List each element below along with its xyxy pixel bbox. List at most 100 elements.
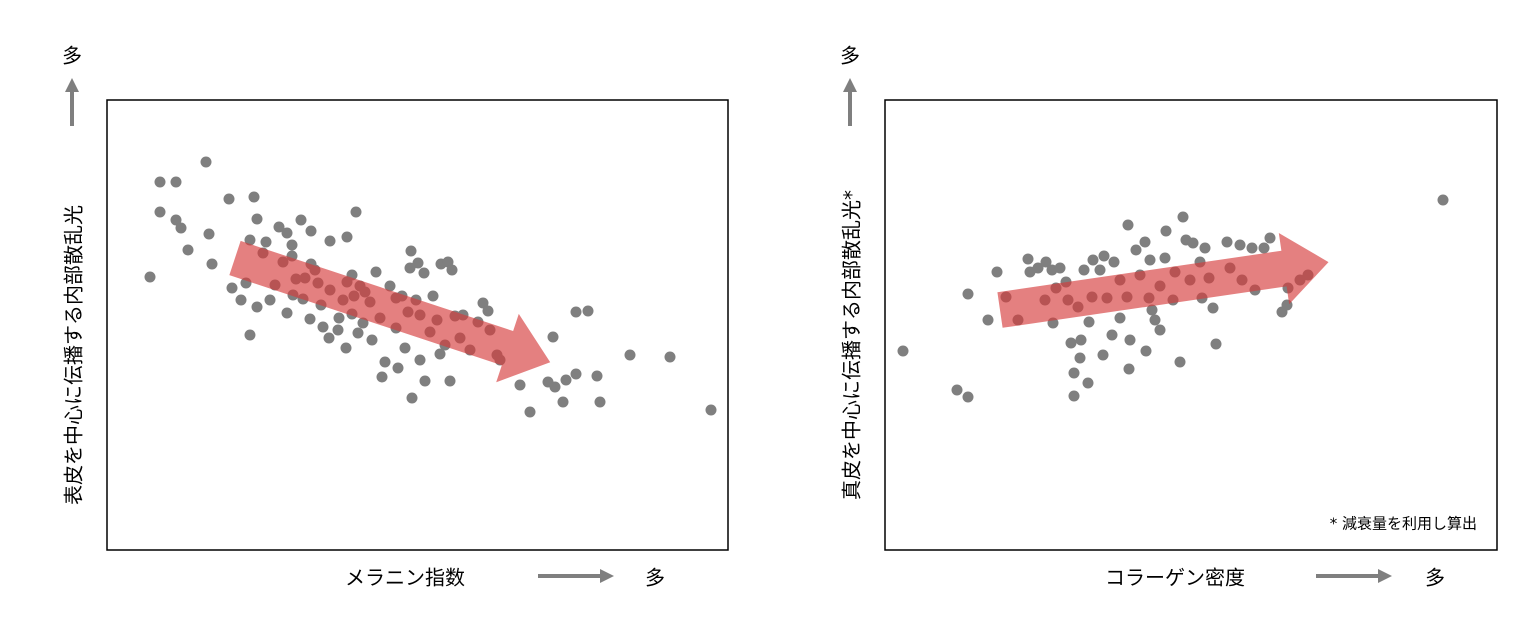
data-point: [1154, 324, 1166, 336]
data-point: [286, 239, 298, 251]
data-point: [1174, 356, 1186, 368]
data-point: [154, 176, 166, 188]
data-point: [1082, 377, 1094, 389]
data-point: [357, 317, 369, 329]
data-point: [1097, 349, 1109, 361]
data-point: [170, 214, 182, 226]
x-more-label: 多: [1425, 566, 1445, 590]
data-point: [392, 362, 404, 374]
data-point: [323, 332, 335, 344]
data-point: [962, 288, 974, 300]
data-point: [1146, 304, 1158, 316]
data-point: [182, 244, 194, 256]
data-point: [1144, 254, 1156, 266]
data-point: [427, 290, 439, 302]
data-point: [951, 384, 963, 396]
data-point: [549, 381, 561, 393]
data-point: [547, 331, 559, 343]
data-point: [248, 191, 260, 203]
data-point: [260, 236, 272, 248]
data-point: [419, 375, 431, 387]
data-point: [317, 321, 329, 333]
data-point: [594, 396, 606, 408]
x-axis-label: コラーゲン密度: [1105, 566, 1245, 590]
data-point: [1160, 225, 1172, 237]
data-point: [1264, 232, 1276, 244]
data-point: [366, 334, 378, 346]
data-point: [1437, 194, 1449, 206]
data-point: [1040, 256, 1052, 268]
y-axis-label: 表皮を中心に伝播する内部散乱光: [62, 205, 86, 505]
data-point: [1022, 253, 1034, 265]
data-point: [897, 345, 909, 357]
data-point: [333, 312, 345, 324]
data-point: [406, 392, 418, 404]
data-point: [1054, 262, 1066, 274]
data-point: [524, 406, 536, 418]
data-point: [434, 348, 446, 360]
data-point: [154, 206, 166, 218]
data-point: [412, 257, 424, 269]
data-point: [350, 206, 362, 218]
data-point: [446, 264, 458, 276]
data-point: [1234, 239, 1246, 251]
data-point: [200, 156, 212, 168]
data-point: [1199, 242, 1211, 254]
data-point: [1130, 244, 1142, 256]
data-point: [235, 294, 247, 306]
data-point: [414, 354, 426, 366]
data-point: [705, 404, 717, 416]
data-point: [1159, 252, 1171, 264]
y-axis-label: 真皮を中心に伝播する内部散乱光*: [840, 190, 864, 500]
data-point: [1207, 302, 1219, 314]
data-point: [399, 342, 411, 354]
data-point: [1114, 312, 1126, 324]
data-point: [1098, 250, 1110, 262]
data-point: [1108, 256, 1120, 268]
data-point: [570, 368, 582, 380]
data-point: [1087, 254, 1099, 266]
data-point: [1065, 337, 1077, 349]
data-point: [1122, 219, 1134, 231]
data-point: [1149, 314, 1161, 326]
data-point: [244, 329, 256, 341]
data-point: [1177, 211, 1189, 223]
data-point: [281, 227, 293, 239]
data-point: [591, 370, 603, 382]
data-point: [1074, 352, 1086, 364]
data-point: [175, 222, 187, 234]
axis-arrow-head: [843, 78, 857, 92]
data-point: [1083, 316, 1095, 328]
axis-arrow-head: [600, 569, 614, 583]
data-point: [405, 245, 417, 257]
data-point: [624, 349, 636, 361]
data-point: [1078, 264, 1090, 276]
data-point: [482, 305, 494, 317]
data-point: [203, 228, 215, 240]
data-point: [664, 351, 676, 363]
data-point: [341, 231, 353, 243]
data-point: [305, 225, 317, 237]
data-point: [1187, 237, 1199, 249]
data-point: [570, 306, 582, 318]
data-point: [444, 375, 456, 387]
data-point: [1258, 242, 1270, 254]
trend-arrow: [997, 232, 1329, 328]
data-point: [251, 301, 263, 313]
data-point: [332, 324, 344, 336]
footnote: * 減衰量を利用し算出: [1330, 515, 1477, 533]
data-point: [379, 356, 391, 368]
data-point: [1140, 345, 1152, 357]
data-point: [1068, 390, 1080, 402]
axis-arrow-head: [65, 78, 79, 92]
data-point: [1068, 367, 1080, 379]
data-point: [477, 297, 489, 309]
data-point: [370, 266, 382, 278]
x-more-label: 多: [645, 566, 665, 590]
data-point: [144, 271, 156, 283]
data-point: [1139, 236, 1151, 248]
data-point: [324, 235, 336, 247]
data-point: [281, 307, 293, 319]
data-point: [304, 313, 316, 325]
